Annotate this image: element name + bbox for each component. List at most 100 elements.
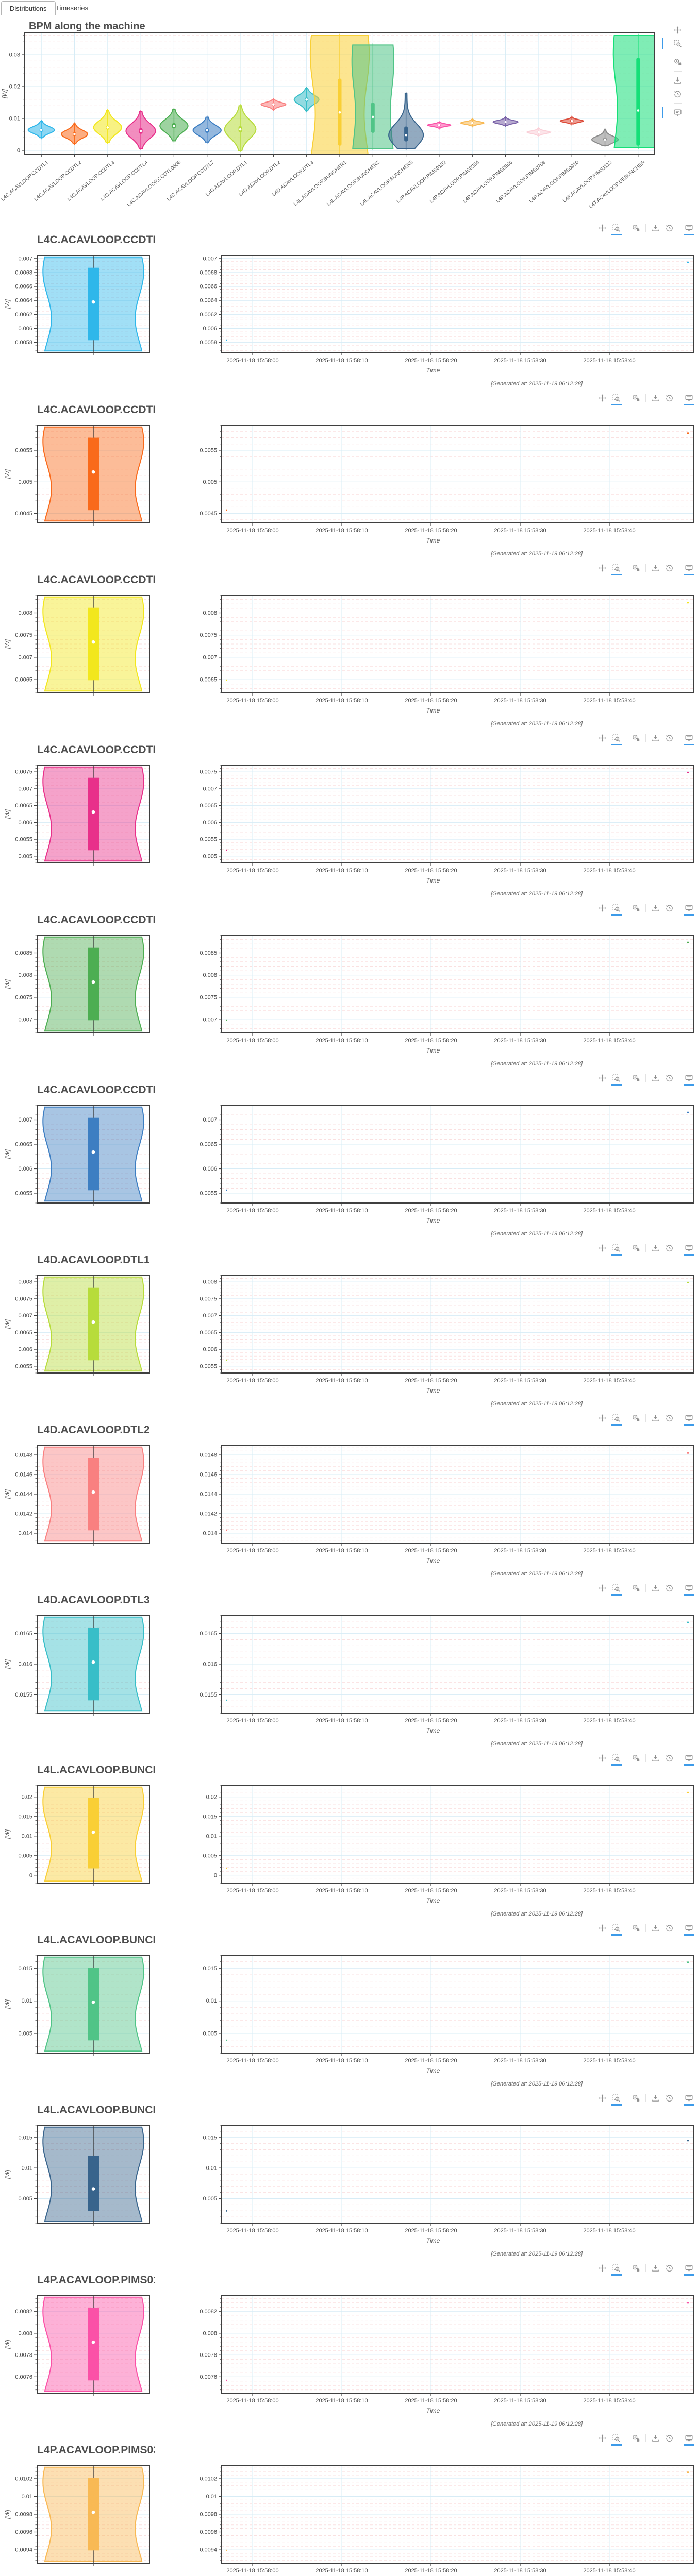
violin-plot[interactable]: 0.007 0.0068 0.0066 0.0064 0.0062 0.006 0.0058… [4, 255, 150, 355]
violin-plot[interactable]: 0.0055 0.005 0.0045 [W] [4, 425, 150, 526]
row-charts[interactable]: 0.02 0.015 0.01 0.005 0 [W] 0.02 0.015 0.01 0.005… [0, 1741, 698, 1919]
box-zoom-button[interactable] [611, 1414, 622, 1426]
row-charts[interactable]: 0.0165 0.016 0.0155 [W] 0.0165 0.016 0.0155 202… [0, 1571, 698, 1749]
box-zoom-button[interactable] [611, 2264, 622, 2276]
box-zoom-button[interactable] [611, 734, 622, 745]
box-zoom-button[interactable] [611, 1754, 622, 1766]
pan-button[interactable] [673, 26, 682, 35]
timeseries-plot[interactable]: 0.0082 0.008 0.0078 0.0076 2025-11-18 15:58:… [200, 2295, 694, 2427]
hover-tooltip-button[interactable] [684, 564, 694, 575]
violin-L4L.ACAVLOOP.BUNCHER2[interactable] [351, 43, 394, 150]
box-zoom-button[interactable] [611, 1074, 622, 1086]
violin-L4C.ACAVLOOP.CCDTL0506[interactable] [159, 108, 189, 143]
violin-L4P.ACAVLOOP.PIMS0708[interactable] [526, 127, 551, 137]
box-zoom-button[interactable] [611, 564, 622, 575]
violin-plot[interactable]: 0.0085 0.008 0.0075 0.007 [W] [4, 935, 150, 1036]
violin-plot[interactable]: 0.0082 0.008 0.0078 0.0076 [W] [4, 2295, 150, 2396]
box-zoom-button[interactable] [611, 2434, 622, 2446]
hover-tooltip-button[interactable] [684, 1244, 694, 1256]
hover-tooltip-button[interactable] [662, 107, 682, 118]
violin-plot[interactable]: 0.008 0.0075 0.007 0.0065 0.006 0.0055 [W] [4, 1275, 150, 1376]
row-charts[interactable]: 0.015 0.01 0.005 [W] 0.015 0.01 0.005 2025-11-1… [0, 2081, 698, 2259]
violin-plot[interactable]: 0.0075 0.007 0.0065 0.006 0.0055 0.005 [W] [4, 765, 150, 866]
timeseries-plot[interactable]: 0.0055 0.005 0.0045 2025-11-18 15:58:00 2025… [200, 425, 694, 557]
hover-tooltip-button[interactable] [684, 2094, 694, 2106]
hover-tooltip-button[interactable] [684, 1754, 694, 1766]
hover-tooltip-button[interactable] [684, 1074, 694, 1086]
row-charts[interactable]: 0.0055 0.005 0.0045 [W] 0.0055 0.005 0.0045 202… [0, 381, 698, 559]
svg-text:0.0146: 0.0146 [200, 1472, 217, 1478]
hover-tooltip-button[interactable] [684, 734, 694, 745]
violin-L4P.ACAVLOOP.PIMS0910[interactable] [559, 115, 584, 126]
row-charts[interactable]: 0.015 0.01 0.005 [W] 0.015 0.01 0.005 2025-11-1… [0, 1911, 698, 2089]
timeseries-plot[interactable]: 0.007 0.0065 0.006 0.0055 2025-11-18 15:58:0… [200, 1105, 694, 1237]
box-zoom-button[interactable] [611, 1244, 622, 1256]
hover-tooltip-button[interactable] [684, 2434, 694, 2446]
box-zoom-button[interactable] [662, 38, 682, 49]
timeseries-plot[interactable]: 0.02 0.015 0.01 0.005 0 2025-11-18 15:58:00 20… [203, 1785, 694, 1917]
violin-plot[interactable]: 0.0102 0.01 0.0098 0.0096 0.0094 [W] [4, 2465, 150, 2566]
row-charts[interactable]: 0.007 0.0068 0.0066 0.0064 0.0062 0.006 0.0058… [0, 211, 698, 389]
overview-violins[interactable] [27, 33, 663, 157]
violin-plot[interactable]: 0.0148 0.0146 0.0144 0.0142 0.014 [W] [4, 1445, 150, 1546]
violin-L4P.ACAVLOOP.PIMS0102[interactable] [427, 121, 452, 130]
violin-L4D.ACAVLOOP.DTL2[interactable] [260, 98, 287, 111]
violin-L4C.ACAVLOOP.CCDTL4[interactable] [125, 110, 156, 150]
violin-plot[interactable]: 0.008 0.0075 0.007 0.0065 [W] [4, 595, 150, 696]
box-zoom-button[interactable] [611, 1584, 622, 1596]
tab-distributions[interactable]: Distributions [1, 1, 56, 15]
timeseries-plot[interactable]: 0.008 0.0075 0.007 0.0065 0.006 0.0055 2025-11… [200, 1275, 694, 1407]
violin-L4P.ACAVLOOP.PIMS0304[interactable] [460, 117, 485, 128]
violin-plot[interactable]: 0.02 0.015 0.01 0.005 0 [W] [4, 1785, 150, 1886]
violin-plot[interactable]: 0.007 0.0065 0.006 0.0055 [W] [4, 1105, 150, 1206]
box-zoom-button[interactable] [611, 394, 622, 405]
hover-tooltip-button[interactable] [684, 224, 694, 235]
timeseries-plot[interactable]: 0.015 0.01 0.005 2025-11-18 15:58:00 2025-11… [203, 2125, 694, 2257]
reset-axes-button[interactable] [673, 90, 682, 98]
violin-L4D.ACAVLOOP.DTL1[interactable] [224, 104, 257, 152]
violin-L4C.ACAVLOOP.CCDTL3[interactable] [93, 109, 123, 144]
timeseries-plot[interactable]: 0.0165 0.016 0.0155 2025-11-18 15:58:00 2025… [200, 1615, 694, 1747]
violin-L4D.ACAVLOOP.DTL3[interactable] [293, 87, 320, 113]
timeseries-plot[interactable]: 0.008 0.0075 0.007 0.0065 2025-11-18 15:58:0… [200, 595, 694, 727]
violin-L4P.ACAVLOOP.PIMS0506[interactable] [492, 116, 519, 127]
download-button[interactable] [673, 76, 682, 85]
timeseries-plot[interactable]: 0.007 0.0068 0.0066 0.0064 0.0062 0.006 0.0058… [200, 255, 694, 387]
svg-text:Time: Time [426, 1557, 440, 1564]
hover-tooltip-button[interactable] [684, 1924, 694, 1936]
zoom-lock-button[interactable] [673, 58, 682, 66]
box-zoom-button[interactable] [611, 224, 622, 235]
hover-tooltip-button[interactable] [684, 2264, 694, 2276]
violin-L4L.ACAVLOOP.BUNCHER3[interactable] [388, 92, 424, 150]
violin-L4C.ACAVLOOP.CCDTL7[interactable] [192, 115, 222, 144]
timeseries-plot[interactable]: 0.015 0.01 0.005 2025-11-18 15:58:00 2025-11… [203, 1955, 694, 2087]
hover-tooltip-button[interactable] [684, 1414, 694, 1426]
hover-tooltip-button[interactable] [684, 1584, 694, 1596]
hover-tooltip-button[interactable] [684, 394, 694, 405]
hover-tooltip-button[interactable] [684, 904, 694, 916]
tab-timeseries[interactable]: Timeseries [47, 1, 97, 15]
timeseries-plot[interactable]: 0.0075 0.007 0.0065 0.006 0.0055 0.005 2025-11… [200, 765, 694, 897]
violin-plot[interactable]: 0.015 0.01 0.005 [W] [4, 2125, 150, 2226]
violin-L4C.ACAVLOOP.CCDTL2[interactable] [60, 122, 89, 145]
timeseries-plot[interactable]: 0.0148 0.0146 0.0144 0.0142 0.014 2025-11-18 … [200, 1445, 694, 1577]
box-zoom-button[interactable] [611, 904, 622, 916]
violin-L4T.ACAVLOOP.DEBUNCHER[interactable] [612, 33, 663, 150]
timeseries-plot[interactable]: 0.0102 0.01 0.0098 0.0096 0.0094 2025-11-18 1… [200, 2465, 694, 2576]
box-zoom-button[interactable] [611, 2094, 622, 2106]
box-zoom-button[interactable] [611, 1924, 622, 1936]
timeseries-plot[interactable]: 0.0085 0.008 0.0075 0.007 2025-11-18 15:58:0… [200, 935, 694, 1067]
violin-plot[interactable]: 0.015 0.01 0.005 [W] [4, 1955, 150, 2056]
violin-L4P.ACAVLOOP.PIMS1112[interactable] [591, 128, 619, 147]
bpm-overview-violin-plot[interactable]: 00.010.020.03L4C.ACAVLOOP.CCDTL1L4C.ACAV… [0, 32, 698, 211]
violin-plot[interactable]: 0.0165 0.016 0.0155 [W] [4, 1615, 150, 1716]
violin-L4C.ACAVLOOP.CCDTL1[interactable] [27, 119, 55, 140]
